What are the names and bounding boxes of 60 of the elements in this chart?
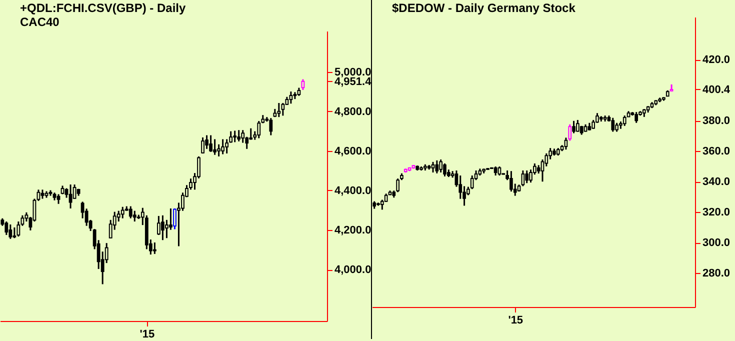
y-tick-label: 4,400.0 — [334, 184, 372, 197]
candlestick — [576, 119, 580, 132]
candlestick — [120, 206, 124, 220]
candlestick — [8, 224, 12, 240]
candlestick — [439, 158, 442, 174]
candlestick — [431, 161, 435, 174]
candlestick — [572, 120, 576, 134]
candlestick — [205, 134, 208, 150]
candlestick — [169, 208, 172, 231]
candlestick — [249, 128, 253, 141]
x-tick-label: '15 — [508, 314, 524, 326]
candlestick — [281, 102, 285, 116]
candlestick — [611, 117, 615, 132]
candlestick — [525, 170, 529, 184]
candlestick — [152, 242, 156, 255]
candlestick — [277, 102, 281, 118]
candlestick — [435, 160, 439, 174]
candlestick — [209, 134, 212, 153]
candlestick — [622, 114, 626, 127]
y-tick-label: 4,600.0 — [334, 145, 372, 158]
candlestick — [498, 166, 502, 176]
y-tick-label: 280.0 — [702, 268, 730, 280]
candlestick — [201, 136, 204, 154]
candlestick — [510, 170, 513, 192]
candlestick — [40, 188, 44, 200]
chart-title: +QDL:FCHI.CSV(GBP) - Daily — [20, 1, 186, 15]
y-tick-label: 300.0 — [702, 237, 730, 250]
candlestick — [132, 210, 136, 222]
candlestick — [64, 188, 68, 199]
y-tick-label: 4,000.0 — [334, 264, 372, 276]
candlestick — [160, 214, 164, 241]
y-tick-label: 400.4 — [702, 84, 731, 96]
candlestick — [289, 90, 293, 104]
y-tick-label: 360.0 — [702, 146, 730, 158]
candlestick — [233, 130, 237, 143]
candlestick — [494, 166, 498, 176]
y-tick-label: 4,200.0 — [334, 224, 372, 237]
candlestick — [128, 206, 132, 220]
y-tick-label: 420.0 — [702, 54, 730, 66]
y-tick-label: 4,951.4 — [334, 76, 372, 88]
candlestick — [68, 184, 72, 210]
candlestick — [156, 215, 160, 236]
y-tick-label: 4,800.0 — [334, 106, 372, 118]
candlestick — [237, 129, 241, 142]
candlestick — [173, 208, 176, 230]
candlestick — [221, 138, 225, 155]
y-tick-label: 320.0 — [702, 206, 730, 219]
chart-subtitle: CAC40 — [20, 15, 60, 29]
candlestick — [269, 117, 273, 136]
x-tick-label: '15 — [140, 328, 155, 340]
candlestick — [634, 111, 638, 124]
candlestick — [56, 193, 60, 205]
candlestick — [380, 199, 384, 210]
y-tick-label: 380.0 — [702, 115, 730, 128]
candlestick — [443, 162, 446, 178]
candlestick — [213, 138, 216, 156]
candlestick — [4, 220, 8, 236]
y-tick-label: 340.0 — [702, 176, 730, 188]
chart-title: $DEDOW - Daily Germany Stock — [392, 1, 576, 15]
y-tick-label: 5,000.0 — [334, 66, 372, 78]
